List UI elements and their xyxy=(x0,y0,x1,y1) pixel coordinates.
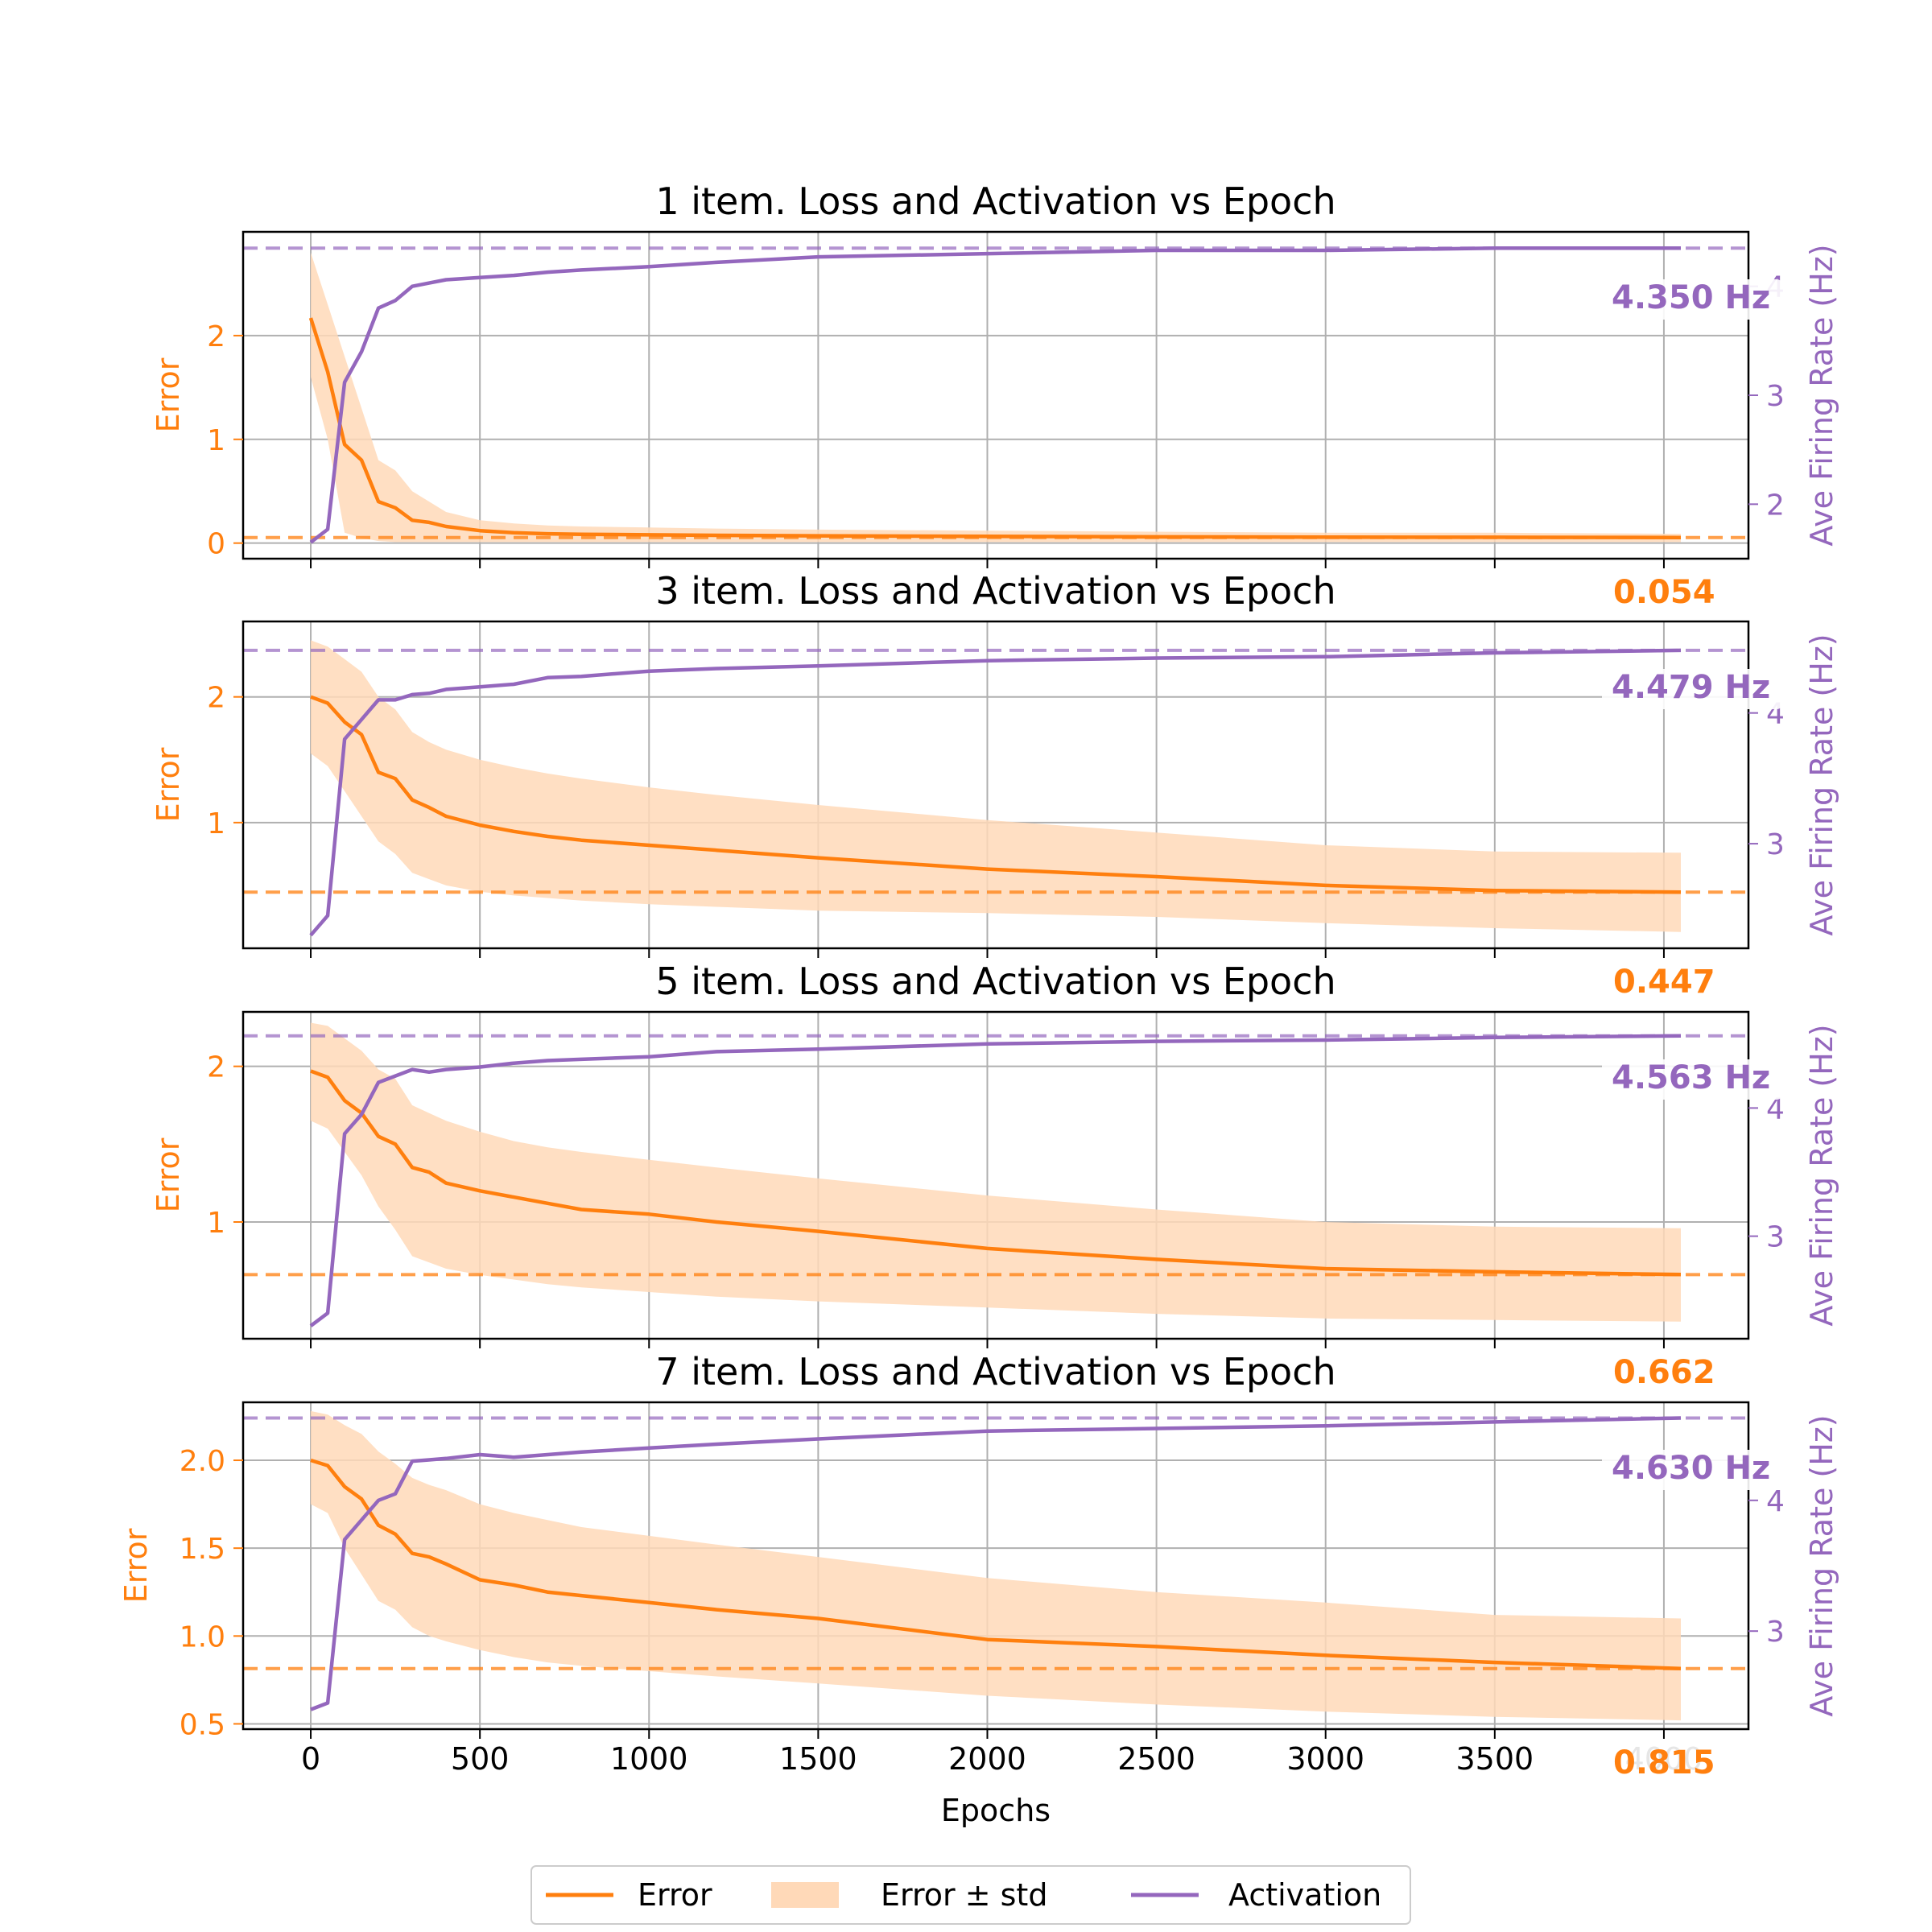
error-value-box xyxy=(1604,962,1723,1004)
x-tick-label: 3000 xyxy=(1286,1741,1364,1777)
y-left-tick-label: 2 xyxy=(207,320,225,353)
activation-value-box xyxy=(1602,1059,1783,1100)
y-right-tick-label: 3 xyxy=(1766,828,1785,861)
activation-value-label: 4.479 Hz xyxy=(1612,669,1770,706)
panel-title: 7 item. Loss and Activation vs Epoch xyxy=(655,1350,1335,1393)
error-value-label: 0.054 xyxy=(1613,574,1715,611)
error-value-label: 0.447 xyxy=(1613,964,1715,1001)
y-left-axis-label: Error xyxy=(151,357,186,432)
y-right-tick-label: 4 xyxy=(1766,1485,1785,1518)
legend-band-label: Error ± std xyxy=(881,1877,1047,1913)
panel-4: 050010001500200025003000350040000.51.01.… xyxy=(118,1350,1839,1785)
y-right-tick-label: 2 xyxy=(1766,489,1785,522)
y-left-axis-label: Error xyxy=(151,747,186,822)
y-right-axis-label: Ave Firing Rate (Hz) xyxy=(1804,634,1839,935)
error-value-label: 0.815 xyxy=(1613,1744,1715,1781)
y-left-tick-label: 2 xyxy=(207,1051,225,1084)
panel-title: 3 item. Loss and Activation vs Epoch xyxy=(655,569,1335,613)
x-tick-label: 500 xyxy=(451,1741,510,1777)
x-tick-label: 2000 xyxy=(948,1741,1026,1777)
y-left-tick-label: 1 xyxy=(207,1207,225,1240)
error-series-line xyxy=(308,317,1682,539)
error-series-line xyxy=(310,1458,1682,1670)
error-std-band xyxy=(311,1410,1681,1721)
x-tick-label: 0 xyxy=(301,1741,320,1777)
y-left-tick-label: 1.5 xyxy=(180,1533,225,1566)
legend: Error Error ± std Activation xyxy=(530,1865,1411,1925)
x-tick-label: 1000 xyxy=(610,1741,688,1777)
activation-value-label: 4.630 Hz xyxy=(1612,1450,1770,1487)
error-series-line xyxy=(310,1069,1682,1277)
error-std-band xyxy=(311,252,1681,543)
x-tick-label: 1500 xyxy=(779,1741,857,1777)
axes-frame xyxy=(242,230,1750,560)
error-std-band xyxy=(311,640,1681,932)
error-series-line xyxy=(310,695,1682,894)
y-right-tick-label: 3 xyxy=(1766,1221,1785,1254)
y-right-tick-label: 4 xyxy=(1766,1092,1785,1125)
y-right-axis-label: Ave Firing Rate (Hz) xyxy=(1804,244,1839,546)
y-left-tick-label: 0.5 xyxy=(180,1708,225,1741)
panel-title: 5 item. Loss and Activation vs Epoch xyxy=(655,960,1335,1003)
error-value-box xyxy=(1604,1743,1723,1785)
legend-error-label: Error xyxy=(638,1877,712,1913)
y-right-axis-label: Ave Firing Rate (Hz) xyxy=(1804,1024,1839,1326)
y-right-axis-label: Ave Firing Rate (Hz) xyxy=(1804,1414,1839,1716)
error-value-box xyxy=(1604,572,1723,614)
activation-value-box xyxy=(1602,1450,1783,1490)
activation-value-box xyxy=(1602,669,1783,709)
legend-frame xyxy=(530,1865,1411,1925)
activation-value-label: 4.563 Hz xyxy=(1612,1059,1770,1096)
y-left-tick-label: 1 xyxy=(207,424,225,457)
y-right-tick-label: 3 xyxy=(1766,380,1785,413)
panel-3: 1 2 3 4 5 item. Loss and Activation vs Epoch… xyxy=(151,960,1839,1394)
error-std-band xyxy=(311,1022,1681,1322)
x-tick-label: 3500 xyxy=(1455,1741,1534,1777)
activation-value-box xyxy=(1602,279,1783,320)
y-left-axis-label: Error xyxy=(151,1137,186,1212)
axes-frame xyxy=(242,1401,1750,1731)
y-left-tick-label: 2 xyxy=(207,682,225,715)
legend-band-swatch xyxy=(771,1882,839,1908)
error-value-label: 0.662 xyxy=(1613,1354,1715,1391)
error-value-box xyxy=(1604,1352,1723,1394)
y-left-tick-label: 2.0 xyxy=(180,1445,225,1478)
activation-series-line xyxy=(309,246,1681,544)
x-axis-label: Epochs xyxy=(941,1793,1051,1828)
y-left-tick-label: 1.0 xyxy=(180,1620,225,1653)
axes-frame xyxy=(242,620,1750,950)
y-left-tick-label: 0 xyxy=(207,528,225,561)
y-left-tick-label: 1 xyxy=(207,807,225,840)
legend-activation-label: Activation xyxy=(1228,1877,1381,1913)
x-tick-label: 2500 xyxy=(1117,1741,1195,1777)
activation-series-line xyxy=(309,1034,1682,1327)
activation-series-line xyxy=(309,648,1682,937)
panel-1: 0122341 item. Loss and Activation vs Epo… xyxy=(151,180,1839,614)
y-left-axis-label: Error xyxy=(118,1528,154,1603)
activation-series-line xyxy=(310,1416,1682,1711)
axes-frame xyxy=(242,1010,1750,1340)
panel-title: 1 item. Loss and Activation vs Epoch xyxy=(655,180,1335,223)
panels: 0 1 2 2 3 4 1 item. Loss and Activation vs Epo… xyxy=(118,180,1839,1785)
activation-value-label: 4.350 Hz xyxy=(1612,279,1770,316)
y-right-tick-label: 3 xyxy=(1766,1616,1785,1649)
